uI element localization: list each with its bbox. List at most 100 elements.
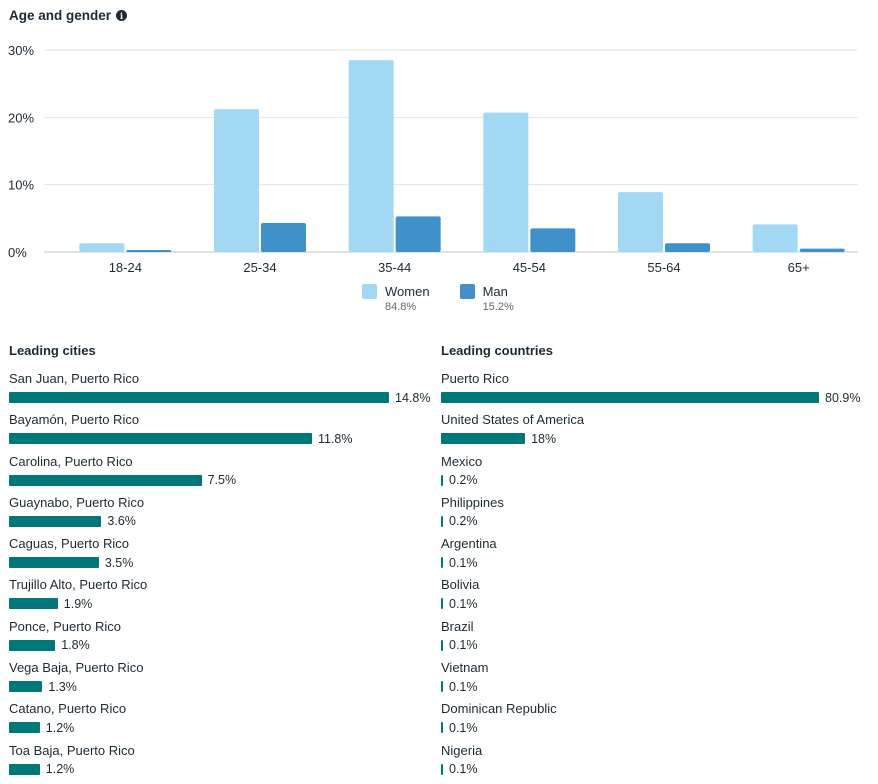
city-bar-line: 7.5%: [9, 473, 439, 487]
city-row: Caguas, Puerto Rico 3.5%: [9, 536, 439, 577]
city-bar: [9, 515, 102, 527]
y-tick-label: 10%: [8, 178, 34, 193]
leading-countries-list: Puerto Rico 80.9% United States of America…: [441, 371, 871, 784]
country-row: Mexico 0.2%: [441, 454, 871, 495]
x-tick-label: 45-54: [513, 260, 546, 275]
city-row: Trujillo Alto, Puerto Rico 1.9%: [9, 577, 439, 618]
city-bar: [9, 763, 40, 775]
city-row: Vega Baja, Puerto Rico 1.3%: [9, 660, 439, 701]
country-bar-line: 0.2%: [441, 473, 871, 487]
city-value: 3.6%: [107, 514, 136, 529]
bar-women-18-24[interactable]: [79, 243, 125, 252]
bar-man-35-44[interactable]: [395, 216, 441, 252]
city-bar: [9, 598, 58, 610]
age-gender-chart: 0% 10% 20% 30% 18-24 25-34 35-44 45-54 55-64 65+: [8, 43, 858, 275]
bar-man-45-54[interactable]: [530, 228, 576, 252]
city-bar-line: 1.2%: [9, 720, 439, 735]
city-bar-line: 1.9%: [9, 596, 439, 611]
city-bar: [9, 433, 312, 445]
city-label: Bayamón, Puerto Rico: [9, 412, 140, 428]
bar-man-18-24[interactable]: [126, 249, 172, 252]
bar-man-25-34[interactable]: [261, 223, 306, 252]
city-value: 1.2%: [45, 762, 75, 777]
legend-total-man: 15.2%: [482, 301, 514, 313]
city-label: Catano, Puerto Rico: [9, 701, 127, 717]
city-bar: [9, 474, 202, 486]
country-bar: [441, 515, 443, 527]
city-bar-line: 1.8%: [9, 638, 439, 652]
city-label: Toa Baja, Puerto Rico: [9, 742, 135, 758]
bar-women-65+[interactable]: [752, 224, 798, 252]
x-tick-label: 55-64: [647, 260, 680, 275]
legend-total-women: 84.8%: [385, 301, 417, 313]
age-gender-header: Age and gender i: [9, 8, 128, 23]
country-label: Nigeria: [441, 742, 483, 758]
legend-swatch-women: [362, 284, 377, 299]
city-row: Toa Baja, Puerto Rico 1.2%: [9, 743, 439, 784]
country-bar-line: 0.1%: [441, 721, 871, 735]
y-tick-label: 20%: [8, 110, 34, 125]
country-row: Vietnam 0.1%: [441, 660, 871, 701]
leading-countries-section: Leading countries Puerto Rico 80.9% United…: [441, 343, 871, 784]
country-label: Argentina: [441, 536, 497, 552]
country-row: Brazil 0.1%: [441, 619, 871, 660]
city-row: Ponce, Puerto Rico 1.8%: [9, 619, 439, 660]
city-row: Guaynabo, Puerto Rico 3.6%: [9, 495, 439, 536]
city-value: 1.2%: [45, 720, 75, 735]
country-value: 0.1%: [449, 555, 478, 570]
country-value: 18%: [531, 431, 557, 446]
bar-man-65+[interactable]: [799, 248, 845, 252]
bar-man-55-64[interactable]: [665, 243, 710, 252]
country-bar-line: 0.1%: [441, 555, 871, 570]
city-bar: [9, 392, 389, 403]
city-value: 14.8%: [395, 390, 431, 405]
country-bar-line: 18%: [441, 431, 871, 446]
country-row: Nigeria 0.1%: [441, 743, 871, 784]
city-bar-line: 14.8%: [9, 390, 439, 405]
city-bar: [9, 557, 99, 569]
country-bar-line: 0.2%: [441, 514, 871, 529]
leading-countries-title: Leading countries: [441, 343, 553, 358]
bar-women-55-64[interactable]: [618, 192, 663, 252]
country-bar: [441, 598, 443, 610]
country-bar-line: 0.1%: [441, 638, 871, 653]
country-value: 0.1%: [449, 638, 478, 653]
x-tick-label: 35-44: [378, 260, 411, 275]
country-row: Dominican Republic 0.1%: [441, 701, 871, 742]
country-label: Brazil: [441, 618, 474, 634]
city-row: Bayamón, Puerto Rico 11.8%: [9, 412, 439, 453]
country-label: Vietnam: [441, 660, 489, 676]
city-value: 1.9%: [63, 596, 93, 611]
x-tick-label: 18-24: [109, 260, 142, 275]
country-row: Philippines 0.2%: [441, 495, 871, 536]
country-row: Puerto Rico 80.9%: [441, 371, 871, 412]
legend-swatch-man: [459, 284, 475, 299]
city-label: San Juan, Puerto Rico: [9, 371, 140, 386]
info-circle-icon[interactable]: i: [116, 10, 128, 21]
leading-cities-section: Leading cities San Juan, Puerto Rico 14.8…: [9, 343, 439, 784]
city-value: 1.3%: [48, 679, 77, 694]
city-row: San Juan, Puerto Rico 14.8%: [9, 371, 439, 412]
city-label: Caguas, Puerto Rico: [9, 536, 129, 552]
country-bar: [441, 392, 819, 403]
country-row: Bolivia 0.1%: [441, 577, 871, 618]
y-tick-label: 30%: [8, 43, 34, 58]
city-bar-line: 1.2%: [9, 762, 439, 777]
country-value: 0.1%: [449, 762, 478, 777]
x-tick-label: 65+: [788, 260, 810, 275]
legend-item-women[interactable]: Women 84.8%: [362, 284, 430, 313]
y-tick-label: 0%: [8, 245, 27, 260]
country-bar-line: 0.1%: [441, 597, 871, 611]
bar-women-35-44[interactable]: [348, 60, 394, 252]
country-bar: [441, 433, 526, 445]
country-value: 0.2%: [449, 514, 478, 529]
bar-women-45-54[interactable]: [483, 112, 529, 253]
country-label: Mexico: [441, 453, 483, 469]
country-bar: [441, 557, 443, 569]
legend-label-man: Man: [482, 284, 508, 299]
chart-legend: Women 84.8% Man 15.2%: [362, 284, 514, 313]
country-row: United States of America 18%: [441, 412, 871, 453]
country-row: Argentina 0.1%: [441, 536, 871, 577]
legend-item-man[interactable]: Man 15.2%: [459, 284, 514, 313]
bar-women-25-34[interactable]: [214, 109, 259, 253]
